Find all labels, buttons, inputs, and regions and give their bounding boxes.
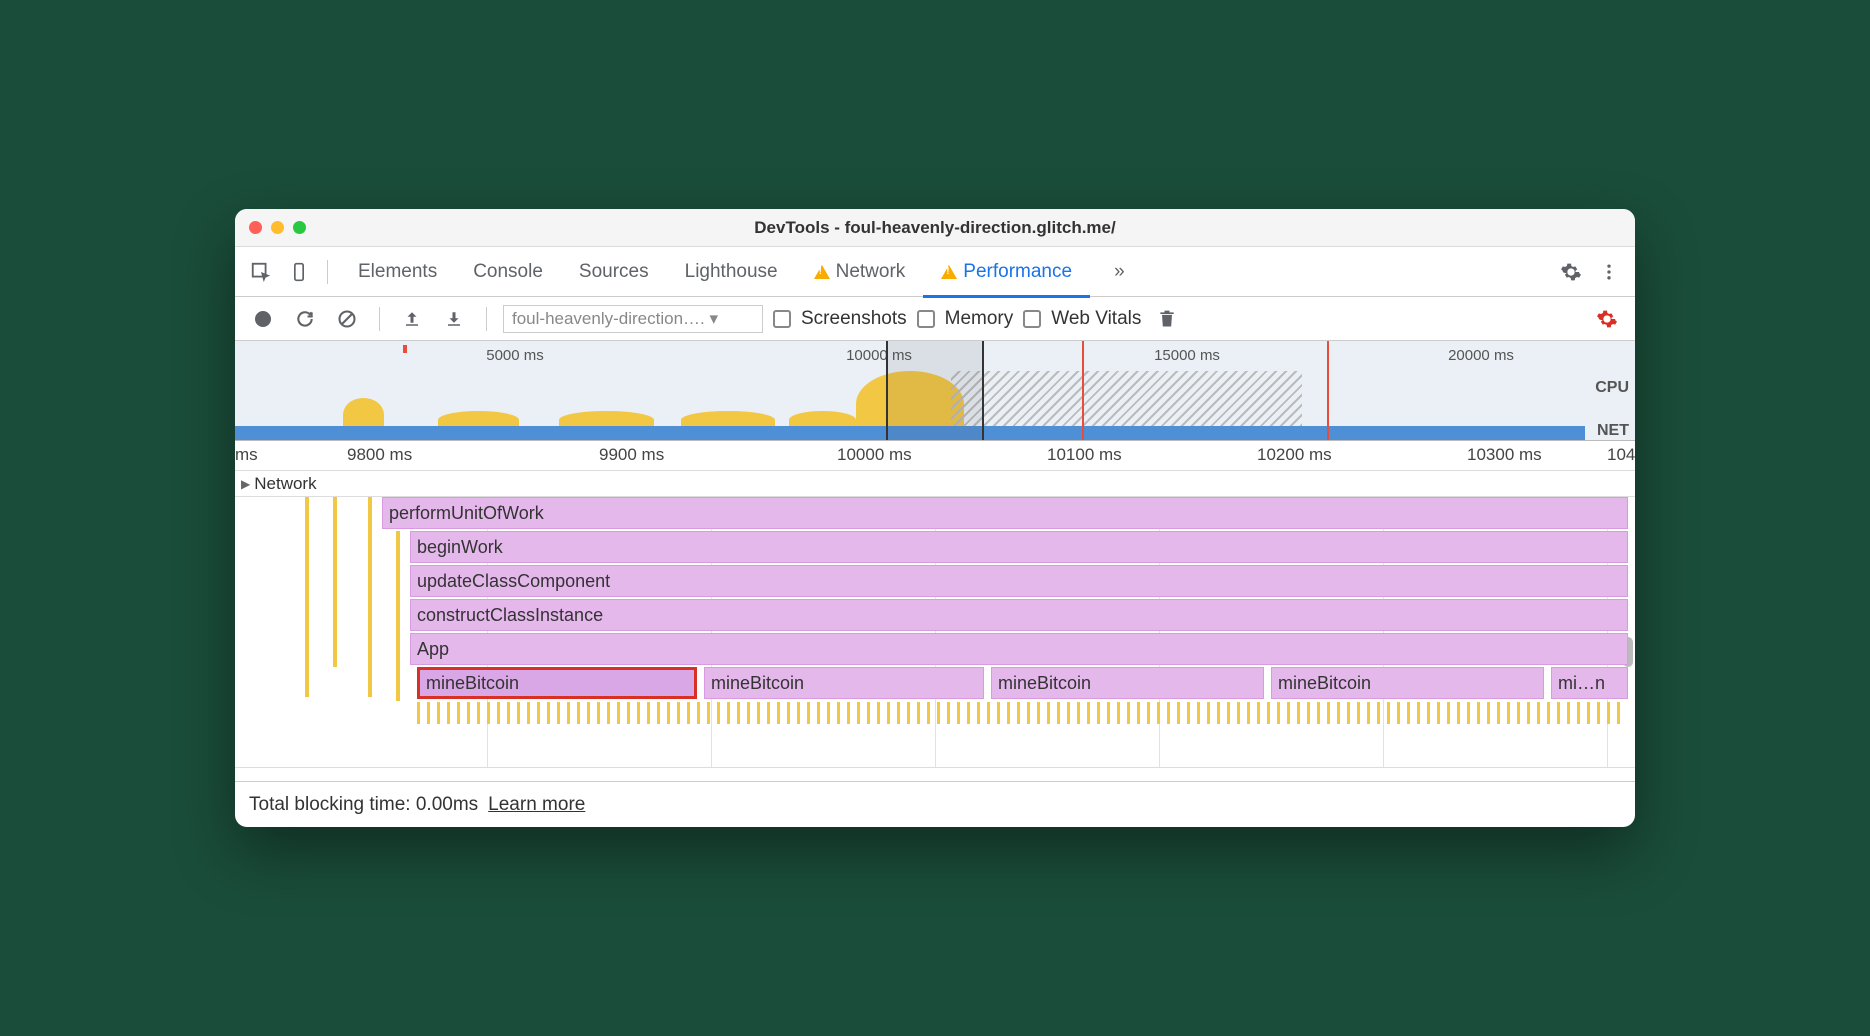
upload-icon[interactable] bbox=[396, 303, 428, 335]
maximize-button[interactable] bbox=[293, 221, 306, 234]
tab-network[interactable]: Network bbox=[796, 247, 924, 297]
tab-label: Performance bbox=[963, 261, 1072, 283]
divider bbox=[486, 307, 487, 331]
performance-toolbar: foul-heavenly-direction…. ▾ Screenshots … bbox=[235, 297, 1635, 341]
ruler-tick: 9900 ms bbox=[599, 445, 664, 465]
tab-performance[interactable]: Performance bbox=[923, 247, 1090, 297]
tab-label: Lighthouse bbox=[685, 261, 778, 283]
flame-bar-updateclasscomponent[interactable]: updateClassComponent bbox=[410, 565, 1628, 597]
clear-button[interactable] bbox=[331, 303, 363, 335]
cpu-label: CPU bbox=[1595, 379, 1629, 397]
kebab-menu-icon[interactable] bbox=[1593, 256, 1625, 288]
trace-selector[interactable]: foul-heavenly-direction…. ▾ bbox=[503, 305, 763, 333]
tab-sources[interactable]: Sources bbox=[561, 247, 667, 297]
flame-bar-min[interactable]: mi…n bbox=[1551, 667, 1628, 699]
ruler-tick: 104 bbox=[1607, 445, 1635, 465]
tab-label: Network bbox=[836, 261, 906, 283]
tab-lighthouse[interactable]: Lighthouse bbox=[667, 247, 796, 297]
ruler-tick: ms bbox=[235, 445, 258, 465]
minimize-button[interactable] bbox=[271, 221, 284, 234]
ruler-tick: 10000 ms bbox=[837, 445, 912, 465]
flame-bar-constructclassinstance[interactable]: constructClassInstance bbox=[410, 599, 1628, 631]
close-button[interactable] bbox=[249, 221, 262, 234]
reload-button[interactable] bbox=[289, 303, 321, 335]
network-section-header[interactable]: ▶ Network bbox=[235, 471, 1635, 497]
divider bbox=[327, 260, 328, 284]
webvitals-label: Web Vitals bbox=[1051, 308, 1141, 330]
flame-bar-app[interactable]: App bbox=[410, 633, 1628, 665]
tabs-overflow[interactable]: » bbox=[1096, 247, 1143, 297]
warning-icon bbox=[941, 265, 957, 279]
tab-console[interactable]: Console bbox=[455, 247, 561, 297]
tab-label: Sources bbox=[579, 261, 649, 283]
main-tabs: Elements Console Sources Lighthouse Network P… bbox=[235, 247, 1635, 297]
flame-bar-minebitcoin[interactable]: mineBitcoin bbox=[417, 667, 697, 699]
tab-label: Elements bbox=[358, 261, 437, 283]
blocking-time-text: Total blocking time: 0.00ms bbox=[249, 794, 478, 816]
flame-bar-minebitcoin[interactable]: mineBitcoin bbox=[1271, 667, 1544, 699]
disclosure-triangle-icon: ▶ bbox=[241, 477, 250, 491]
capture-settings-icon[interactable] bbox=[1591, 303, 1623, 335]
tab-label: Console bbox=[473, 261, 543, 283]
device-toggle-icon[interactable] bbox=[283, 256, 315, 288]
traffic-lights bbox=[249, 221, 306, 234]
settings-icon[interactable] bbox=[1555, 256, 1587, 288]
ruler-tick: 10200 ms bbox=[1257, 445, 1332, 465]
record-button[interactable] bbox=[247, 303, 279, 335]
footer: Total blocking time: 0.00ms Learn more bbox=[235, 781, 1635, 827]
flame-bar-performunitofwork[interactable]: performUnitOfWork bbox=[382, 497, 1628, 529]
spacer bbox=[235, 767, 1635, 781]
inspect-icon[interactable] bbox=[245, 256, 277, 288]
window-title: DevTools - foul-heavenly-direction.glitc… bbox=[754, 218, 1115, 238]
overview-tick: 5000 ms bbox=[486, 347, 544, 364]
ruler-tick: 10100 ms bbox=[1047, 445, 1122, 465]
trash-icon[interactable] bbox=[1151, 303, 1183, 335]
detail-ruler[interactable]: ms 9800 ms 9900 ms 10000 ms 10100 ms 10200 ms… bbox=[235, 441, 1635, 471]
learn-more-link[interactable]: Learn more bbox=[488, 794, 585, 816]
screenshots-checkbox[interactable] bbox=[773, 310, 791, 328]
flame-bar-minebitcoin[interactable]: mineBitcoin bbox=[991, 667, 1264, 699]
overview-tick: 20000 ms bbox=[1448, 347, 1514, 364]
memory-checkbox[interactable] bbox=[917, 310, 935, 328]
flame-bar-beginwork[interactable]: beginWork bbox=[410, 531, 1628, 563]
flame-chart[interactable]: performUnitOfWorkbeginWorkupdateClassCom… bbox=[235, 497, 1635, 767]
flame-bar-minebitcoin[interactable]: mineBitcoin bbox=[704, 667, 984, 699]
webvitals-checkbox[interactable] bbox=[1023, 310, 1041, 328]
ruler-tick: 10300 ms bbox=[1467, 445, 1542, 465]
titlebar: DevTools - foul-heavenly-direction.glitc… bbox=[235, 209, 1635, 247]
network-label: Network bbox=[254, 474, 316, 494]
warning-icon bbox=[814, 265, 830, 279]
timeline-overview[interactable]: CPU NET 5000 ms10000 ms15000 ms20000 ms bbox=[235, 341, 1635, 441]
tab-elements[interactable]: Elements bbox=[340, 247, 455, 297]
overview-selection[interactable] bbox=[886, 341, 984, 440]
overview-tick: 15000 ms bbox=[1154, 347, 1220, 364]
memory-label: Memory bbox=[945, 308, 1014, 330]
screenshots-label: Screenshots bbox=[801, 308, 907, 330]
net-label: NET bbox=[1597, 422, 1629, 440]
ruler-tick: 9800 ms bbox=[347, 445, 412, 465]
divider bbox=[379, 307, 380, 331]
devtools-window: DevTools - foul-heavenly-direction.glitc… bbox=[235, 209, 1635, 827]
download-icon[interactable] bbox=[438, 303, 470, 335]
